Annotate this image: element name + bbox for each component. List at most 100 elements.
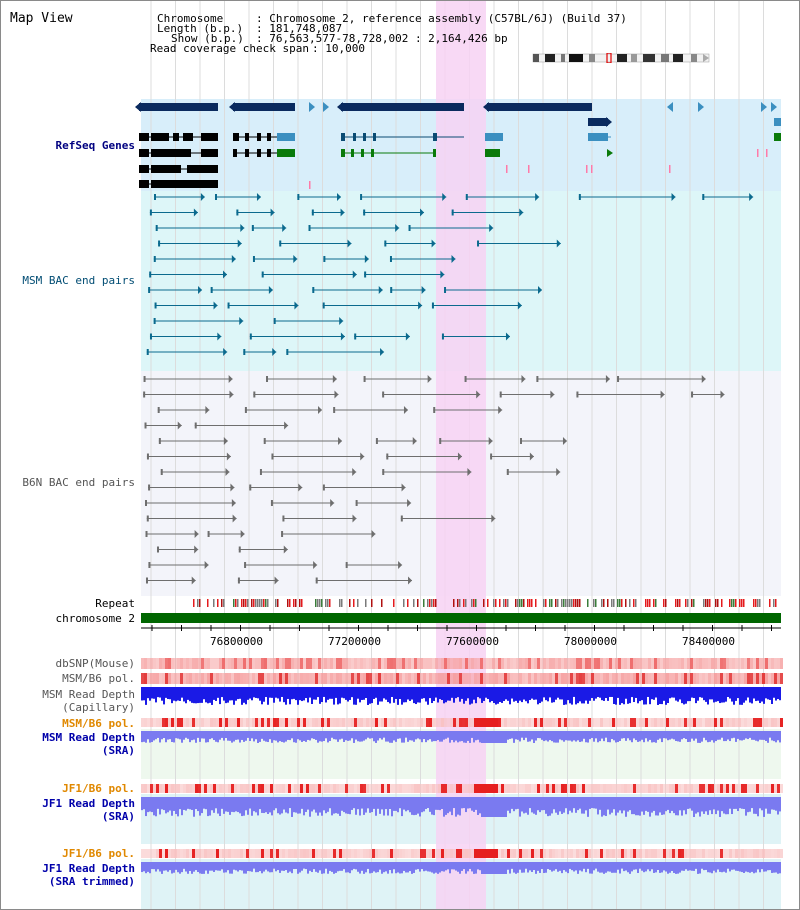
dbsnp-heat (354, 658, 357, 669)
msm-pol-heat (165, 673, 168, 684)
repeat-mark (717, 599, 719, 607)
dbsnp-heat (573, 658, 576, 669)
jf1-pol-heat (285, 784, 288, 793)
jf1-pol-heat (537, 784, 540, 793)
jf1-pol2-heat (651, 849, 654, 858)
jf1-depth-trim-bar (545, 862, 547, 873)
jf1-depth-trim-bar (195, 862, 197, 871)
msm-pol-sra-heat (408, 718, 411, 727)
jf1-depth-sra-bar (217, 797, 219, 814)
jf1-pol-heat (300, 784, 303, 793)
msm-depth-sra-bar (145, 731, 147, 743)
jf1-depth-trim-bar (671, 862, 673, 872)
jf1-depth-trim-bar (269, 862, 271, 873)
jf1-depth-trim-bar (497, 862, 499, 874)
msm-pol-sra-heat (180, 718, 183, 727)
b6n-bac-pair-end (158, 438, 161, 444)
dbsnp-heat (267, 658, 270, 669)
msm-depth-cap-bar (757, 687, 759, 701)
msm-depth-cap-bar (653, 687, 655, 700)
repeat-mark (243, 599, 245, 607)
msm-pol-sra-heat (294, 718, 297, 727)
track-label-b6n-bac[interactable]: B6N BAC end pairs (22, 476, 135, 489)
msm-bac-pair-end (297, 194, 300, 200)
track-label-msm-depth-sra[interactable]: MSM Read Depth (42, 731, 135, 744)
msm-bac-pair-end (251, 225, 254, 231)
jf1-depth-trim-bar (253, 862, 255, 869)
msm-depth-cap-bar (357, 687, 359, 699)
msm-depth-sra-bar (761, 731, 763, 740)
msm-depth-cap-bar (377, 687, 379, 705)
b6n-bac-pair-end (225, 468, 230, 476)
msm-depth-cap-bar (221, 687, 223, 698)
msm-depth-cap-bar (611, 687, 613, 697)
gene-exon (373, 133, 376, 141)
b6n-bac-pair-end (498, 406, 503, 414)
msm-pol-sra-heat (273, 718, 276, 727)
msm-pol-sra-heat (417, 718, 420, 727)
jf1-depth-trim-bar (655, 862, 657, 873)
msm-depth-cap-bar (283, 687, 285, 703)
msm-pol-sra-heat (552, 718, 555, 727)
dbsnp-heat (357, 658, 360, 669)
msm-depth-sra-bar (753, 731, 755, 740)
msm-pol-sra-heat (354, 718, 357, 727)
track-label-repeat[interactable]: Repeat (95, 597, 135, 610)
msm-depth-cap-bar (747, 687, 749, 698)
jf1-pol-heat (390, 784, 393, 793)
dbsnp-heat (522, 658, 525, 669)
jf1-pol-heat (468, 784, 471, 793)
msm-pol-heat (333, 673, 336, 684)
track-label-msm-b6-pol-1[interactable]: MSM/B6 pol. (62, 672, 135, 685)
repeat-mark (769, 599, 771, 607)
track-label-jf1-b6-pol-1[interactable]: JF1/B6 pol. (62, 782, 135, 795)
msm-pol-sra-heat (534, 718, 537, 727)
jf1-pol2-heat (729, 849, 732, 858)
msm-depth-sra-bar (539, 731, 541, 739)
jf1-pol-heat (588, 784, 591, 793)
msm-pol-heat (666, 673, 669, 684)
msm-depth-cap-bar (201, 687, 203, 703)
msm-pol-heat (342, 673, 345, 684)
msm-depth-sra-bar (141, 731, 143, 743)
jf1-pol-heat (606, 784, 609, 793)
msm-pol-heat (255, 673, 258, 684)
msm-bac-pair-end (210, 287, 213, 293)
track-label-refseq-genes[interactable]: RefSeq Genes (55, 139, 135, 152)
msm-pol-sra-heat (252, 718, 255, 727)
jf1-pol2-heat (708, 849, 711, 858)
track-label-dbsnp[interactable]: dbSNP(Mouse) (55, 657, 135, 670)
jf1-pol-heat (216, 784, 219, 793)
msm-depth-cap-bar (409, 687, 411, 701)
jf1-pol-heat (423, 784, 426, 793)
repeat-mark (261, 599, 263, 607)
msm-depth-cap-bar (415, 687, 417, 705)
jf1-depth-trim-bar (265, 862, 267, 870)
track-label-msm-depth-capillary[interactable]: MSM Read Depth (42, 688, 135, 701)
jf1-depth-sra-bar (519, 797, 521, 817)
jf1-depth-sra-bar (241, 797, 243, 817)
jf1-depth-sra-bar (625, 797, 627, 817)
track-label-msm-bac[interactable]: MSM BAC end pairs (22, 274, 135, 287)
repeat-mark (241, 599, 243, 607)
msm-depth-cap-bar (505, 687, 507, 700)
jf1-depth-sra-bar (551, 797, 553, 814)
msm-depth-cap-bar (539, 687, 541, 704)
msm-pol-heat (723, 673, 726, 684)
msm-depth-cap-bar (717, 687, 719, 702)
track-label-jf1-b6-pol-2[interactable]: JF1/B6 pol. (62, 847, 135, 860)
msm-pol-heat (774, 673, 777, 684)
track-label-jf1-depth-sra[interactable]: JF1 Read Depth (42, 797, 135, 810)
dbsnp-heat (672, 658, 675, 669)
track-label-msm-b6-pol-2[interactable]: MSM/B6 pol. (62, 717, 135, 730)
repeat-mark (709, 599, 711, 607)
msm-depth-sra-bar (719, 731, 721, 740)
jf1-pol2-heat (750, 849, 753, 858)
msm-pol-sra-heat (462, 718, 465, 727)
chromosome-ideogram[interactable] (531, 53, 711, 63)
msm-depth-sra-bar (739, 731, 741, 741)
jf1-depth-sra-bar (693, 797, 695, 817)
dbsnp-heat (474, 658, 477, 669)
track-label-jf1-depth-trimmed[interactable]: JF1 Read Depth (42, 862, 135, 875)
